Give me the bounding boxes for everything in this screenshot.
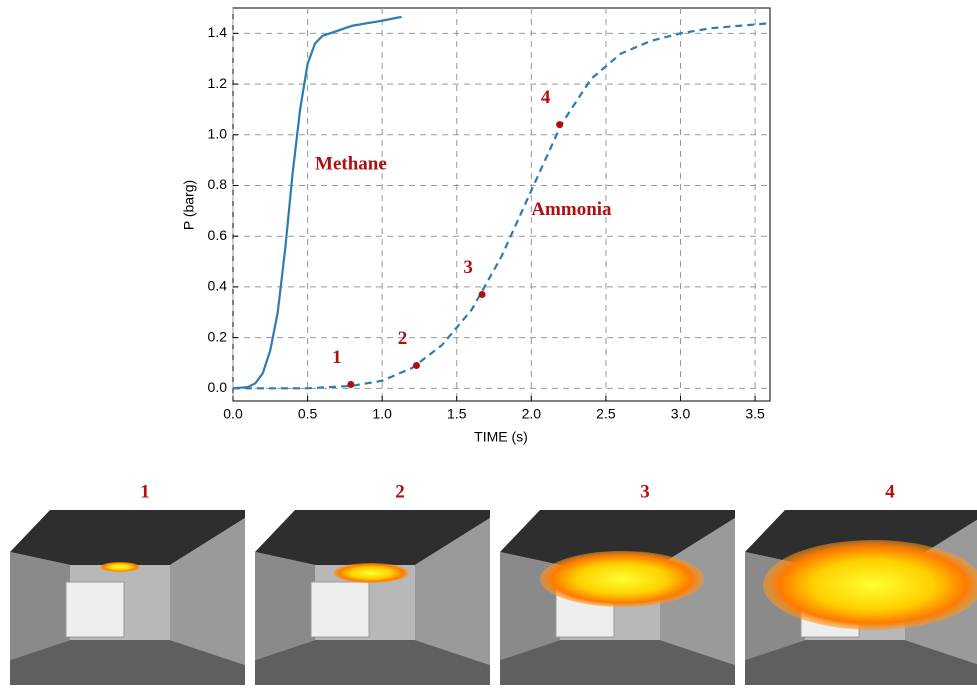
x-tick-label: 2.5 xyxy=(596,406,616,422)
ceiling xyxy=(500,510,735,565)
panel-title: 4 xyxy=(885,481,895,502)
x-tick-label: 3.5 xyxy=(745,406,765,422)
panel-title: 2 xyxy=(395,481,405,502)
y-tick-label: 0.4 xyxy=(208,278,228,294)
y-tick-label: 0.6 xyxy=(208,227,228,243)
series-line xyxy=(232,15,402,390)
left-wall xyxy=(255,552,315,660)
x-axis-label: TIME (s) xyxy=(474,429,528,445)
cabinets xyxy=(65,581,125,638)
marker-point xyxy=(556,121,564,129)
right-wall xyxy=(170,518,245,665)
x-tick-label: 1.5 xyxy=(447,406,467,422)
panel-image xyxy=(500,510,735,685)
x-tick-label: 1.0 xyxy=(372,406,392,422)
panel-title: 3 xyxy=(640,481,650,502)
panel-image xyxy=(745,510,977,685)
plot-frame xyxy=(232,7,771,402)
floor xyxy=(255,640,490,685)
ceiling xyxy=(10,510,245,565)
panel-title: 1 xyxy=(140,481,150,502)
right-wall xyxy=(415,518,490,665)
y-tick-label: 1.2 xyxy=(208,75,228,91)
marker-label: 3 xyxy=(463,257,473,278)
cabinets xyxy=(310,581,370,638)
floor xyxy=(500,640,735,685)
marker-label: 1 xyxy=(332,347,342,368)
flame xyxy=(100,562,140,572)
floor xyxy=(10,640,245,685)
marker-label: 2 xyxy=(398,328,408,349)
right-wall xyxy=(660,518,735,665)
left-wall xyxy=(10,552,70,660)
marker-label: 4 xyxy=(541,87,551,108)
y-tick-label: 0.2 xyxy=(208,328,228,344)
floor xyxy=(745,640,977,685)
series-label: Methane xyxy=(315,154,387,175)
flame xyxy=(333,563,409,583)
x-tick-label: 2.0 xyxy=(522,406,542,422)
series-line xyxy=(233,22,771,390)
x-tick-label: 0.0 xyxy=(223,406,243,422)
x-tick-label: 3.0 xyxy=(671,406,691,422)
y-tick-label: 1.4 xyxy=(208,24,228,40)
flame xyxy=(763,540,977,630)
series-label: Ammonia xyxy=(531,199,612,220)
y-tick-label: 1.0 xyxy=(208,125,228,141)
y-tick-label: 0.8 xyxy=(208,176,228,192)
flame xyxy=(540,551,704,607)
panel-image xyxy=(10,510,245,685)
marker-point xyxy=(478,291,486,299)
panel-image xyxy=(255,510,490,685)
y-axis-label: P (barg) xyxy=(181,180,197,230)
y-tick-label: 0.0 xyxy=(208,379,228,395)
ceiling xyxy=(255,510,490,565)
marker-point xyxy=(412,362,420,370)
marker-point xyxy=(347,381,355,389)
x-tick-label: 0.5 xyxy=(298,406,318,422)
